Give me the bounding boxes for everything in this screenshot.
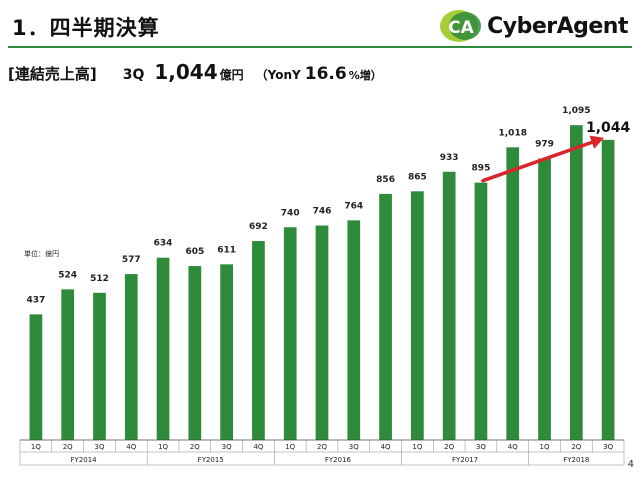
bar	[29, 314, 43, 440]
bar	[283, 227, 297, 440]
bar	[474, 182, 488, 440]
x-tick-label: 1Q	[540, 443, 550, 451]
logo-text: CyberAgent	[487, 13, 628, 39]
title-divider	[8, 46, 632, 48]
bar	[156, 257, 170, 440]
bar-value-label: 605	[185, 247, 204, 257]
x-tick-label: 3Q	[476, 443, 486, 451]
page-title: 1．四半期決算	[12, 16, 160, 40]
x-tick-label: 4Q	[381, 443, 391, 451]
bar-value-label: 740	[281, 208, 300, 218]
page-number: 4	[627, 459, 634, 470]
bar-value-label: 1,095	[562, 106, 590, 116]
bar-value-label: 856	[376, 175, 395, 185]
fiscal-year-label: FY2018	[563, 456, 589, 464]
bar	[411, 191, 424, 440]
x-tick-label: 4Q	[508, 443, 518, 451]
subtitle-label: [連結売上高]	[8, 65, 97, 83]
fiscal-year-label: FY2016	[325, 456, 352, 464]
company-logo: CA CyberAgent	[439, 8, 628, 44]
bar	[220, 264, 233, 440]
x-tick-label: 4Q	[253, 443, 263, 451]
fiscal-year-label: FY2015	[198, 456, 224, 464]
bar-value-label: 865	[408, 172, 427, 182]
bar-value-label: 933	[440, 153, 459, 163]
bar-value-callout: 1,044	[586, 120, 631, 136]
bar-value-label: 692	[249, 222, 268, 232]
x-tick-label: 2Q	[571, 443, 581, 451]
subtitle: [連結売上高] 3Q 1,044 億円 （YonY 16.6 %増）	[8, 60, 382, 84]
subtitle-quarter: 3Q	[122, 67, 145, 83]
x-tick-label: 3Q	[94, 443, 104, 451]
bar	[601, 139, 615, 440]
subtitle-yoy-value: 16.6	[304, 64, 347, 84]
x-tick-label: 1Q	[285, 443, 295, 451]
unit-label: 単位：億円	[24, 250, 59, 258]
subtitle-value: 1,044	[154, 60, 218, 84]
subtitle-yoy-suffix: %増）	[348, 69, 382, 82]
svg-text:CA: CA	[448, 18, 474, 38]
x-tick-label: 3Q	[222, 443, 232, 451]
bar	[347, 220, 361, 440]
growth-arrow-shaft	[481, 139, 598, 183]
bar	[315, 225, 329, 440]
x-tick-label: 1Q	[158, 443, 168, 451]
x-tick-label: 1Q	[31, 443, 41, 451]
subtitle-yoy-prefix: （YonY	[255, 68, 301, 82]
bar	[442, 171, 456, 440]
growth-arrow-head	[589, 135, 605, 149]
bar-value-label: 746	[313, 207, 332, 217]
cyberagent-logo-icon: CA	[440, 10, 482, 42]
x-tick-label: 2Q	[317, 443, 327, 451]
bar	[61, 289, 75, 440]
x-tick-label: 2Q	[190, 443, 200, 451]
bar-value-label: 1,018	[499, 128, 527, 138]
bar	[538, 158, 551, 440]
x-tick-label: 4Q	[126, 443, 136, 451]
bar	[379, 193, 392, 440]
bar-value-label: 524	[58, 270, 77, 280]
bar-value-label: 764	[344, 201, 363, 211]
fiscal-year-label: FY2014	[71, 456, 98, 464]
bar-value-label: 577	[122, 255, 141, 265]
fiscal-year-label: FY2017	[452, 456, 478, 464]
bar-value-label: 437	[26, 295, 45, 305]
bar	[188, 266, 202, 440]
bar	[252, 241, 265, 440]
bar	[569, 125, 583, 440]
x-tick-label: 2Q	[63, 443, 73, 451]
bar-value-label: 979	[535, 140, 554, 150]
x-tick-label: 3Q	[603, 443, 613, 451]
bar	[93, 292, 106, 440]
bar	[506, 147, 520, 440]
x-tick-label: 1Q	[412, 443, 422, 451]
bar-value-label: 895	[472, 164, 491, 174]
bar-value-label: 611	[217, 245, 236, 255]
bar-value-label: 512	[90, 274, 109, 284]
x-tick-label: 3Q	[349, 443, 359, 451]
bar-value-label: 634	[154, 239, 173, 249]
subtitle-unit: 億円	[219, 68, 244, 82]
bar	[124, 274, 138, 440]
x-tick-label: 2Q	[444, 443, 454, 451]
